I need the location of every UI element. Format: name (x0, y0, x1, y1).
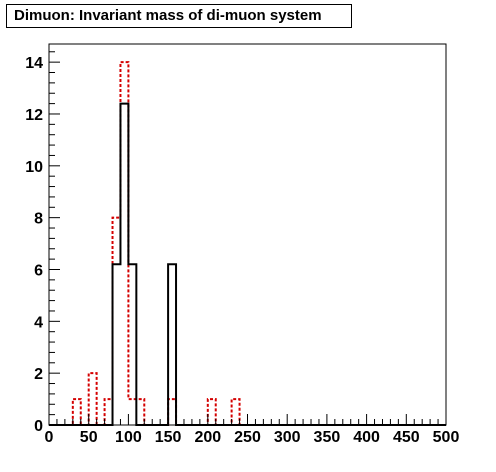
y-tick-label: 0 (34, 418, 43, 435)
chart-title: Dimuon: Invariant mass of di-muon system (6, 4, 352, 28)
x-tick-label: 100 (115, 429, 142, 446)
x-tick-label: 350 (314, 429, 341, 446)
plot-frame (48, 43, 447, 426)
x-tick-label: 300 (274, 429, 301, 446)
x-tick-label: 250 (234, 429, 261, 446)
y-tick-label: 10 (25, 159, 43, 176)
x-tick-label: 50 (80, 429, 98, 446)
x-tick-label: 200 (194, 429, 221, 446)
y-tick-label: 8 (34, 211, 43, 228)
axes-layer: 0 50 100 150 200 250 300 350 400 450 500 0 2 4 6 8 10 12 1… (25, 51, 460, 446)
y-tick-label: 6 (34, 262, 43, 279)
x-tick-label: 500 (433, 429, 460, 446)
y-tick-label: 14 (25, 55, 43, 72)
x-tick-label: 450 (393, 429, 420, 446)
x-tick-label: 400 (353, 429, 380, 446)
y-tick-label: 4 (34, 314, 43, 331)
x-tick-label: 150 (155, 429, 182, 446)
x-tick-label: 0 (45, 429, 54, 446)
y-tick-label: 2 (34, 366, 43, 383)
y-tick-label: 12 (25, 107, 43, 124)
